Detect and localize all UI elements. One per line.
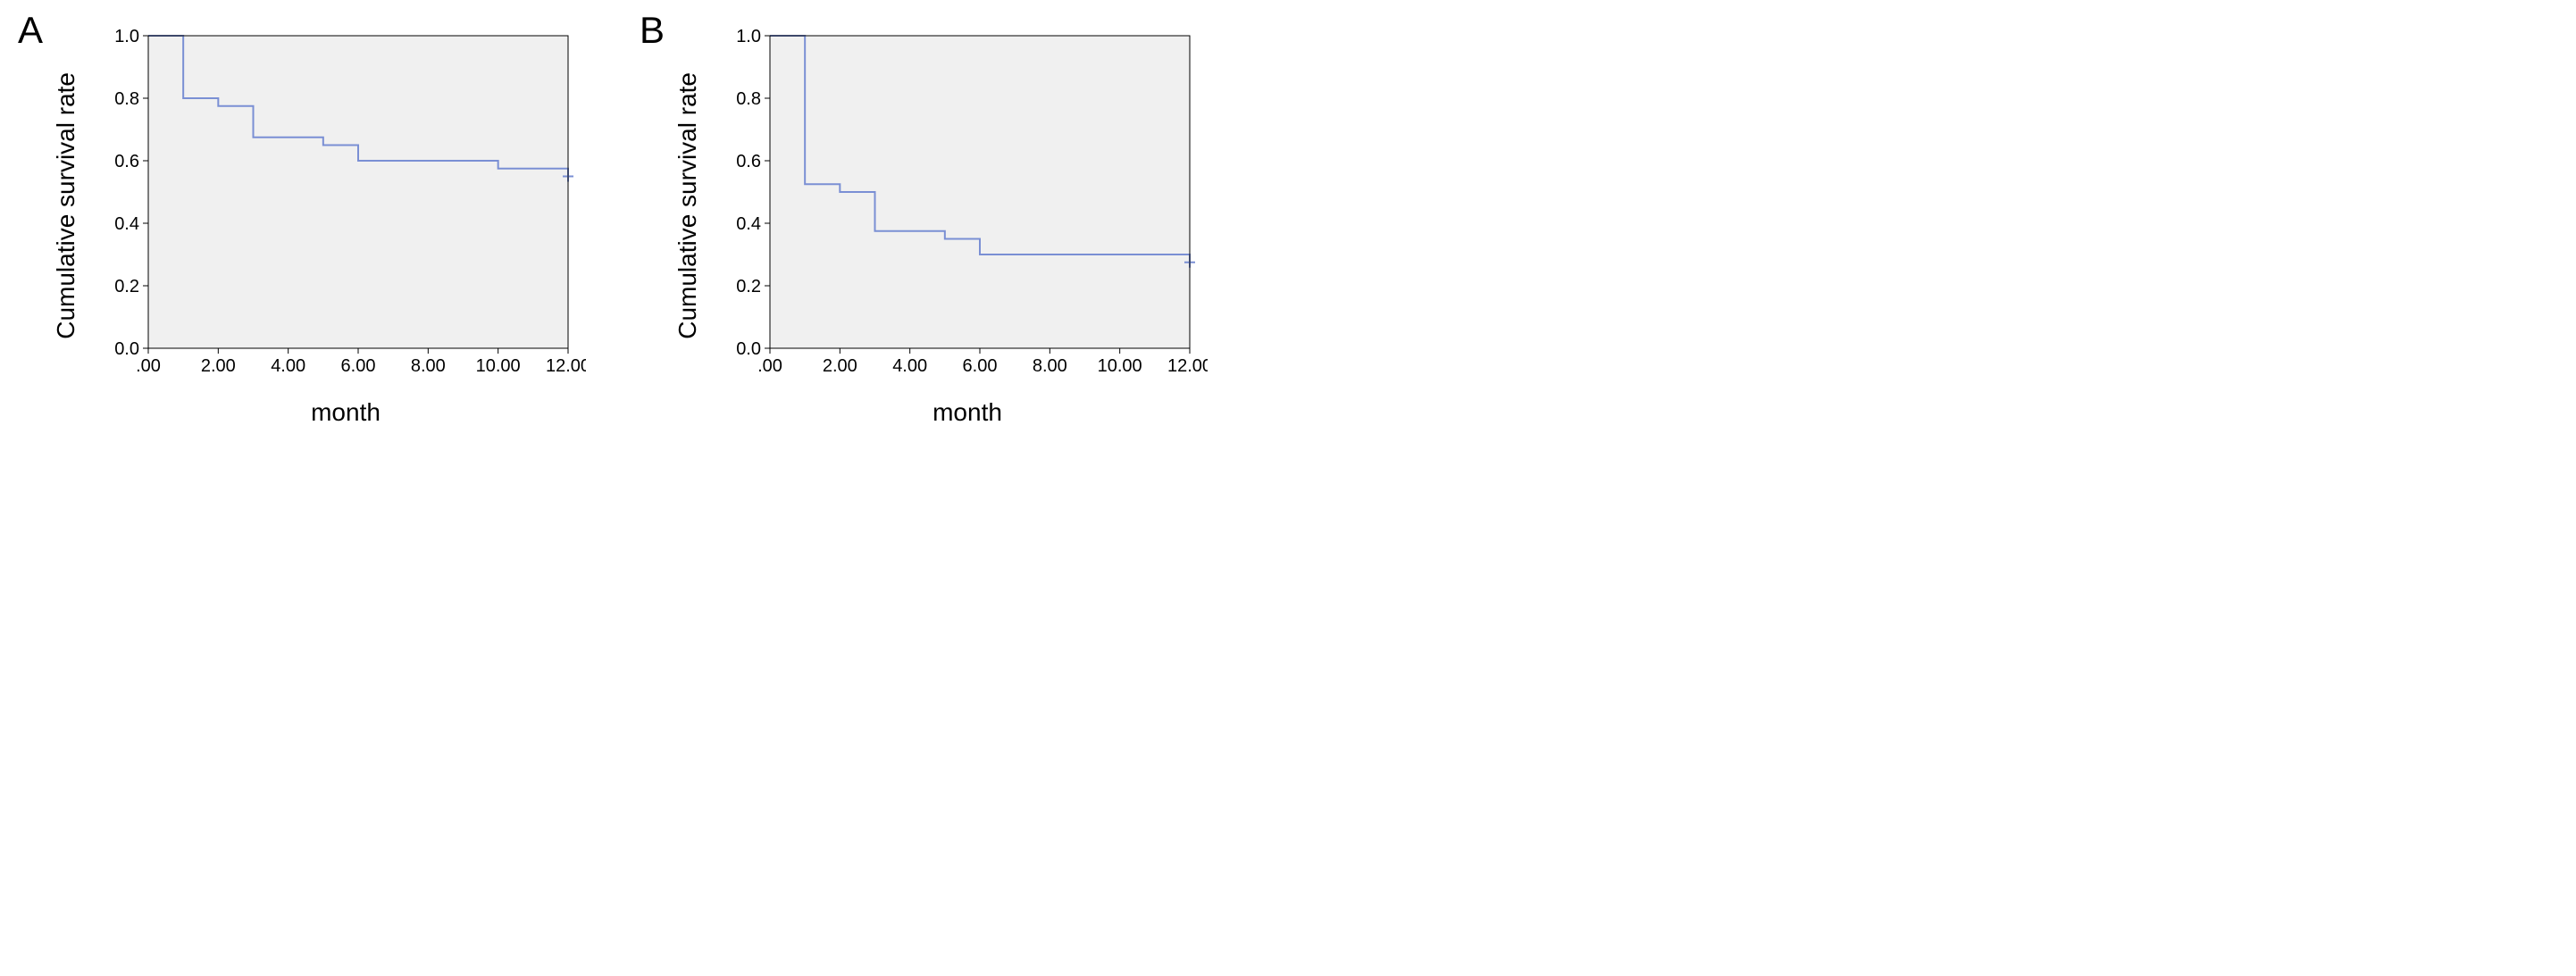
chart-wrap: Cumulative survival rate .00 2.00 4.00 6.00 8… xyxy=(52,18,586,427)
x-tick-label: .00 xyxy=(136,356,161,376)
x-tick-label: 8.00 xyxy=(411,356,446,376)
y-tick-label: 0.8 xyxy=(736,89,761,109)
x-tick-label: .00 xyxy=(757,356,782,376)
panel-B: BCumulative survival rate.002.004.006.00… xyxy=(640,18,1208,427)
y-tick-label: 1.0 xyxy=(736,27,761,46)
x-tick-label: 10.00 xyxy=(1098,356,1142,376)
figure-container: ACumulative survival rate.002.004.006.00… xyxy=(18,18,2558,427)
x-tick-label: 12.00 xyxy=(1167,356,1208,376)
x-tick-label: 6.00 xyxy=(963,356,998,376)
x-tick-label: 2.00 xyxy=(823,356,857,376)
chart-wrap: Cumulative survival rate .00 2.00 4.00 6.00 8… xyxy=(673,18,1208,427)
x-tick-label: 6.00 xyxy=(341,356,376,376)
panel-label: A xyxy=(18,9,43,52)
x-tick-label: 12.00 xyxy=(546,356,586,376)
y-tick-label: 0.0 xyxy=(736,339,761,359)
y-tick-label: 0.6 xyxy=(114,152,139,171)
x-axis-label: month xyxy=(933,398,1002,427)
x-tick-label: 4.00 xyxy=(271,356,305,376)
y-tick-label: 0.2 xyxy=(114,277,139,296)
plot-background xyxy=(148,36,568,348)
panel-A: ACumulative survival rate.002.004.006.00… xyxy=(18,18,586,427)
y-tick-label: 0.4 xyxy=(114,214,139,234)
km-chart: .00 2.00 4.00 6.00 8.00 10.00 12.00 0.0 0.2 0.4 0.… xyxy=(86,18,586,393)
y-tick-label: 0.4 xyxy=(736,214,761,234)
x-tick-label: 2.00 xyxy=(201,356,236,376)
x-tick-label: 8.00 xyxy=(1033,356,1067,376)
x-axis-label: month xyxy=(311,398,381,427)
y-axis-label: Cumulative survival rate xyxy=(52,72,80,339)
panel-label: B xyxy=(640,9,665,52)
chart-inner: Cumulative survival rate .00 2.00 4.00 6.00 8… xyxy=(673,18,1208,393)
y-tick-label: 0.8 xyxy=(114,89,139,109)
y-tick-label: 0.0 xyxy=(114,339,139,359)
km-chart: .00 2.00 4.00 6.00 8.00 10.00 12.00 0.0 0.2 0.4 0.… xyxy=(707,18,1208,393)
y-tick-label: 0.2 xyxy=(736,277,761,296)
y-axis-label: Cumulative survival rate xyxy=(673,72,702,339)
chart-inner: Cumulative survival rate .00 2.00 4.00 6.00 8… xyxy=(52,18,586,393)
x-tick-label: 10.00 xyxy=(476,356,521,376)
y-tick-label: 0.6 xyxy=(736,152,761,171)
y-tick-label: 1.0 xyxy=(114,27,139,46)
plot-background xyxy=(770,36,1190,348)
x-tick-label: 4.00 xyxy=(892,356,927,376)
